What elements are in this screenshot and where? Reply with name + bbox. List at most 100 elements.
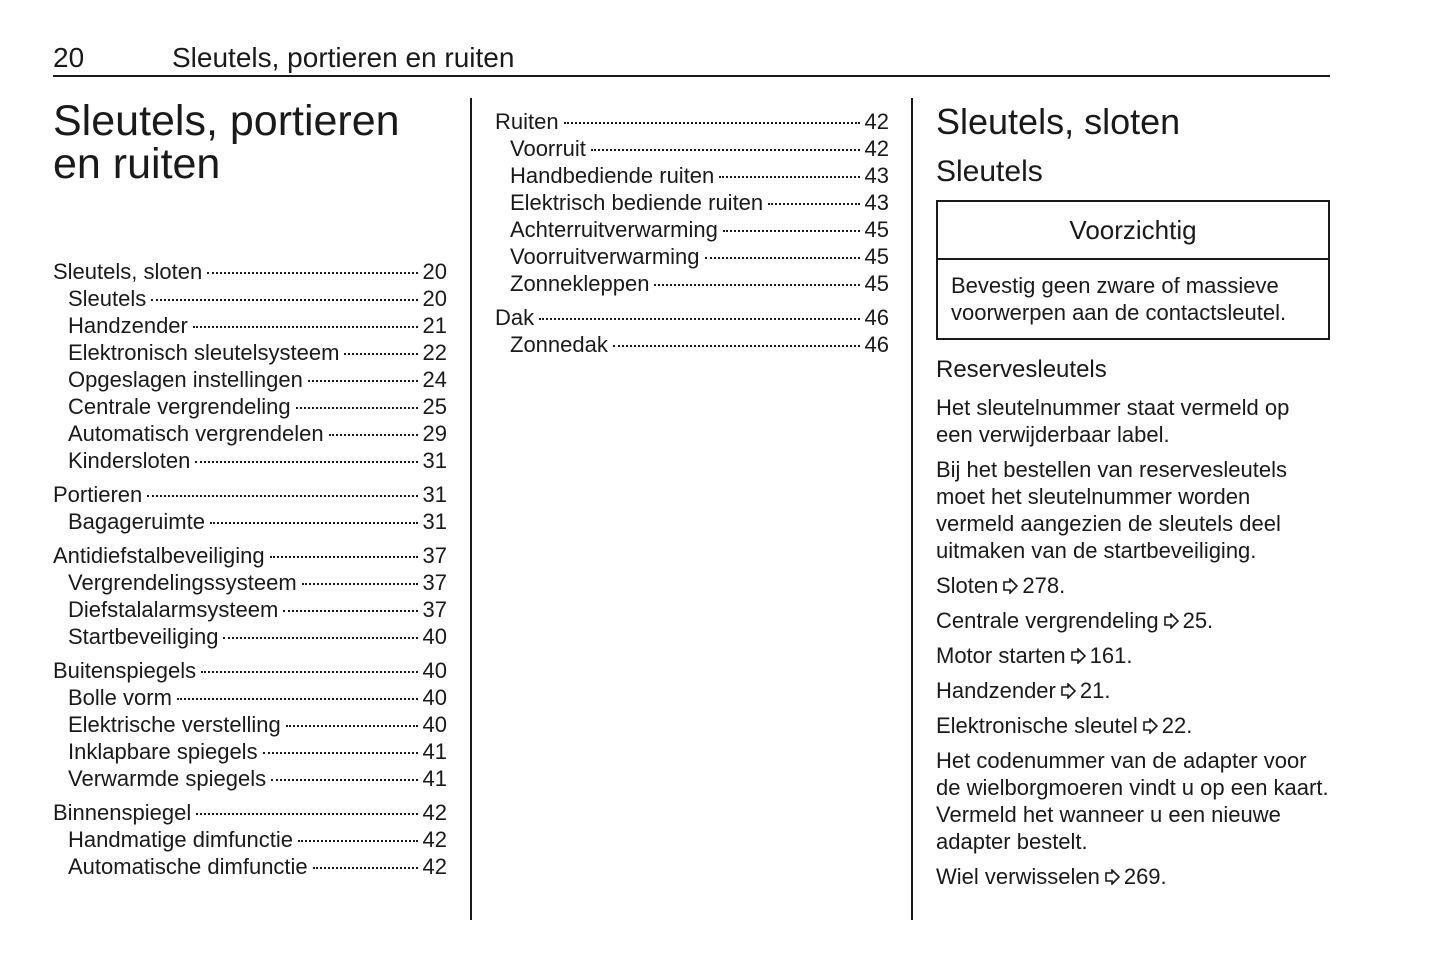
toc-page: 40 xyxy=(422,712,447,737)
leader xyxy=(344,353,418,355)
toc-label: Sleutels xyxy=(68,286,147,311)
reference-arrow xyxy=(1163,613,1179,629)
toc-column: Ruiten 42 Voorruit 42 Handbediende ruiten 43 E… xyxy=(495,108,889,365)
leader xyxy=(563,122,860,124)
toc-item: Kindersloten 31 xyxy=(53,447,447,474)
leader xyxy=(285,725,418,727)
toc-page: 43 xyxy=(864,163,889,188)
leader xyxy=(262,752,418,754)
toc-page: 42 xyxy=(422,800,447,825)
running-title: Sleutels, portieren en ruiten xyxy=(172,42,515,73)
paragraph-text: Het sleutelnummer staat vermeld op een v… xyxy=(936,395,1290,447)
leader xyxy=(590,149,860,151)
toc-column: Sleutels, sloten 20 Sleutels 20 Handzender 21… xyxy=(53,258,447,887)
leader xyxy=(307,380,418,382)
leader xyxy=(301,583,418,585)
toc-page: 22 xyxy=(422,340,447,365)
reference-arrow xyxy=(1142,718,1158,734)
toc-label: Dak xyxy=(495,305,535,330)
toc-page: 31 xyxy=(422,509,447,534)
page-reference: 22. xyxy=(1161,713,1193,738)
leader xyxy=(176,698,418,700)
toc-label: Bolle vorm xyxy=(68,685,172,710)
toc-page: 40 xyxy=(422,685,447,710)
toc-item: Zonnekleppen 45 xyxy=(495,270,889,297)
toc-page: 20 xyxy=(422,259,447,284)
section: Sleutels, sloten Sleutels Voorzichtig Be… xyxy=(936,98,1330,890)
toc-item: Opgeslagen instellingen 24 xyxy=(53,366,447,393)
toc-label: Antidiefstalbeveiliging xyxy=(53,543,265,568)
toc-label: Bagageruimte xyxy=(68,509,205,534)
paragraph: Handzender 21. xyxy=(936,677,1330,704)
caution-text: Bevestig geen zware of massieve voorwerp… xyxy=(951,273,1287,325)
toc-item: Sleutels 20 xyxy=(53,285,447,312)
toc-label: Zonnedak xyxy=(510,332,608,357)
toc-item: Zonnedak 46 xyxy=(495,331,889,358)
toc-page: 37 xyxy=(422,597,447,622)
leader xyxy=(298,840,418,842)
leader xyxy=(271,779,418,781)
toc-page: 40 xyxy=(422,658,447,683)
toc-page: 45 xyxy=(864,271,889,296)
toc-page: 21 xyxy=(422,313,447,338)
leader xyxy=(295,407,418,409)
toc-item: Diefstalalarmsysteem 37 xyxy=(53,596,447,623)
toc-label: Ruiten xyxy=(495,109,559,134)
toc-item: Automatisch vergrendelen 29 xyxy=(53,420,447,447)
toc-page: 46 xyxy=(864,332,889,357)
toc-label: Elektronisch sleutelsysteem xyxy=(68,340,340,365)
toc-label: Portieren xyxy=(53,482,143,507)
toc-item: Vergrendelingssysteem 37 xyxy=(53,569,447,596)
reference-arrow xyxy=(1061,683,1076,699)
page-number: 20 xyxy=(53,42,85,73)
paragraph-text: Centrale vergrendeling xyxy=(936,608,1159,633)
toc-label: Vergrendelingssysteem xyxy=(68,570,297,595)
toc-item: Achterruitverwarming 45 xyxy=(495,216,889,243)
toc-item: Inklapbare spiegels 41 xyxy=(53,738,447,765)
paragraph-text: Bij het bestellen van reservesleutels mo… xyxy=(936,457,1287,563)
toc-item: Elektrische verstelling 40 xyxy=(53,711,447,738)
toc-page: 42 xyxy=(422,827,447,852)
toc-group: Binnenspiegel 42 Handmatige dimfunctie 42 Au… xyxy=(53,799,447,880)
leader xyxy=(283,610,418,612)
leader xyxy=(192,326,418,328)
page-reference: 161. xyxy=(1089,643,1133,668)
toc-group: Sleutels, sloten 20 Sleutels 20 Handzender 21… xyxy=(53,258,447,474)
chapter-title: Sleutels, portieren en ruiten xyxy=(53,97,400,188)
toc-label: Voorruitverwarming xyxy=(510,244,700,269)
toc-page: 45 xyxy=(864,244,889,269)
toc-label: Handzender xyxy=(68,313,188,338)
toc-label: Handbediende ruiten xyxy=(510,163,715,188)
toc-heading: Sleutels, sloten 20 xyxy=(53,258,447,285)
toc-heading: Antidiefstalbeveiliging 37 xyxy=(53,542,447,569)
paragraph: Wiel verwisselen 269. xyxy=(936,863,1330,890)
paragraph: Centrale vergrendeling 25. xyxy=(936,607,1330,634)
toc-label: Startbeveiliging xyxy=(68,624,219,649)
heading: Reservesleutels xyxy=(936,356,1107,383)
toc-group: Ruiten 42 Voorruit 42 Handbediende ruiten 43 E… xyxy=(495,108,889,297)
paragraph: Het sleutelnummer staat vermeld op een v… xyxy=(936,394,1330,448)
toc-label: Centrale vergrendeling xyxy=(68,394,291,419)
leader xyxy=(209,522,418,524)
toc-item: Elektrisch bediende ruiten 43 xyxy=(495,189,889,216)
toc-page: 42 xyxy=(864,109,889,134)
toc-item: Elektronisch sleutelsysteem 22 xyxy=(53,339,447,366)
caution-box: Voorzichtig Bevestig geen zware of massi… xyxy=(936,200,1330,340)
toc-page: 41 xyxy=(422,739,447,764)
leader xyxy=(704,257,860,259)
page-reference: 269. xyxy=(1123,864,1167,889)
toc-page: 20 xyxy=(422,286,447,311)
toc-heading: Ruiten 42 xyxy=(495,108,889,135)
page-reference: 278. xyxy=(1022,573,1066,598)
toc-label: Buitenspiegels xyxy=(53,658,197,683)
toc-item: Centrale vergrendeling 25 xyxy=(53,393,447,420)
section-subtitle: Sleutels xyxy=(936,155,1043,188)
toc-page: 45 xyxy=(864,217,889,242)
leader xyxy=(768,203,860,205)
toc-label: Diefstalalarmsysteem xyxy=(68,597,279,622)
paragraph: Sloten 278. xyxy=(936,572,1330,599)
paragraph-text: Elektronische sleutel xyxy=(936,713,1138,738)
toc-heading: Buitenspiegels 40 xyxy=(53,657,447,684)
toc-page: 25 xyxy=(422,394,447,419)
